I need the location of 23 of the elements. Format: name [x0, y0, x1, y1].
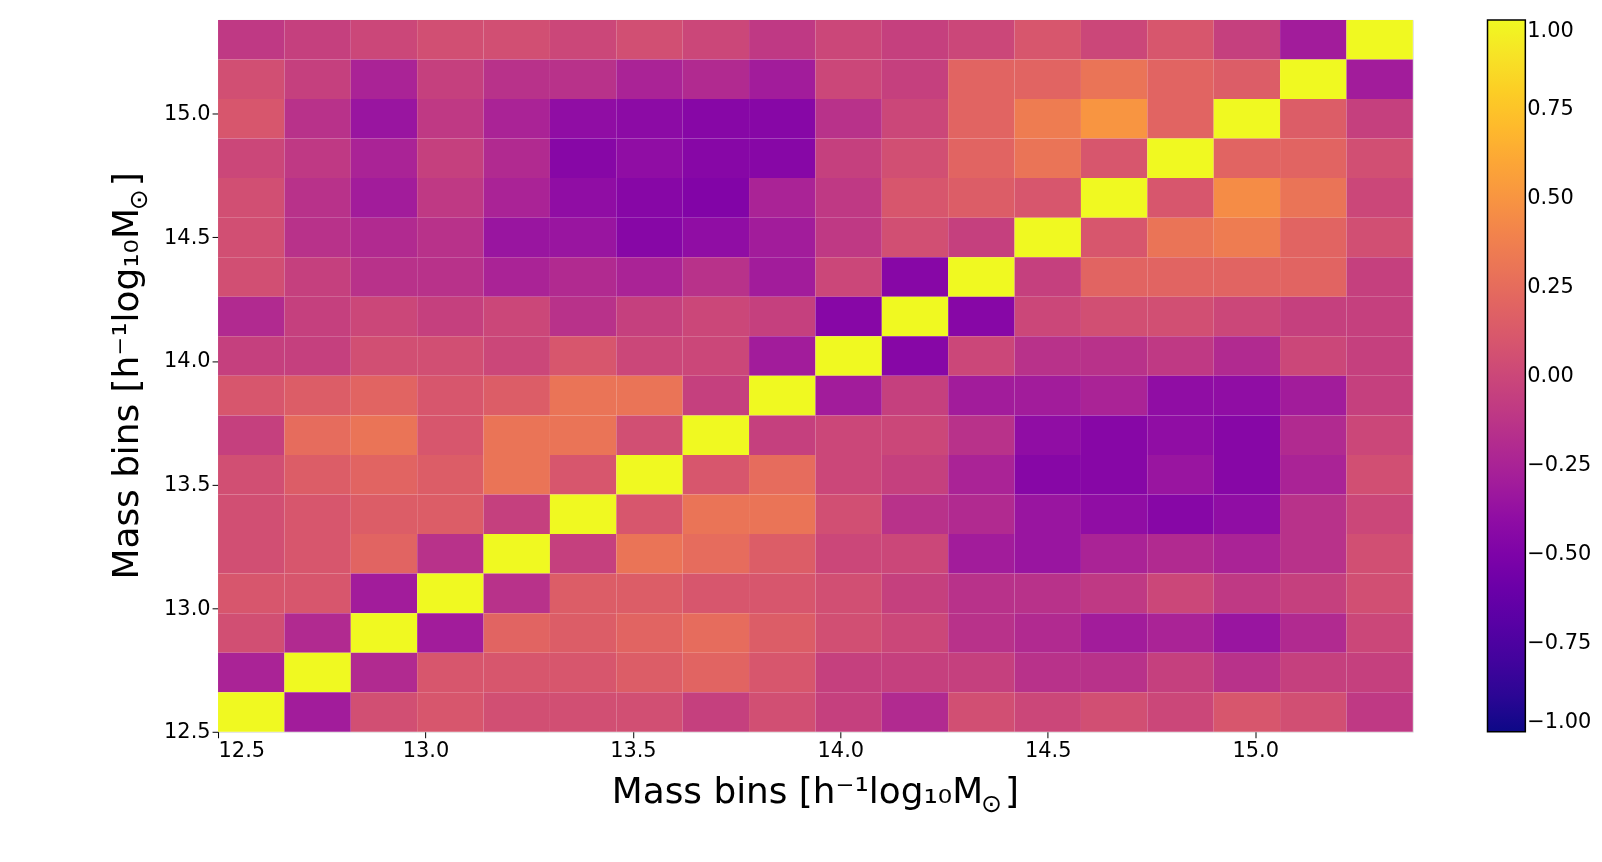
x-axis-title: Mass bins [h⁻¹log₁₀M⊙]: [611, 770, 1020, 819]
y-tick-label: 13.5: [164, 472, 211, 497]
color-bar-label: 0.00: [1527, 362, 1574, 387]
x-tick-label: 14.5: [1025, 738, 1072, 763]
x-tick-label: 13.5: [610, 738, 657, 763]
color-bar-label: 0.75: [1527, 95, 1574, 120]
y-tick-label: 14.5: [164, 224, 211, 249]
y-tick-label: 15.0: [164, 101, 211, 126]
color-bar-label: −0.50: [1527, 540, 1592, 565]
x-tick-label: 13.0: [402, 738, 450, 763]
x-tick-label: 14.0: [817, 738, 865, 763]
color-bar-label: 0.50: [1527, 184, 1574, 209]
color-bar-label: −0.25: [1527, 451, 1592, 476]
y-tick-label: 13.0: [164, 595, 211, 620]
color-bar-label: −0.75: [1527, 629, 1592, 654]
x-tick-label: 15.0: [1232, 738, 1279, 763]
y-tick-label: 12.5: [164, 719, 211, 744]
y-tick-label: 14.0: [164, 348, 211, 373]
color-bar-label: −1.00: [1527, 708, 1592, 733]
color-bar-label: 1.00: [1527, 17, 1574, 42]
x-tick-label: 12.5: [218, 738, 266, 763]
color-bar-label: 0.25: [1527, 273, 1574, 298]
y-axis-title: Mass bins [h⁻¹log₁₀M⊙]: [105, 172, 154, 580]
